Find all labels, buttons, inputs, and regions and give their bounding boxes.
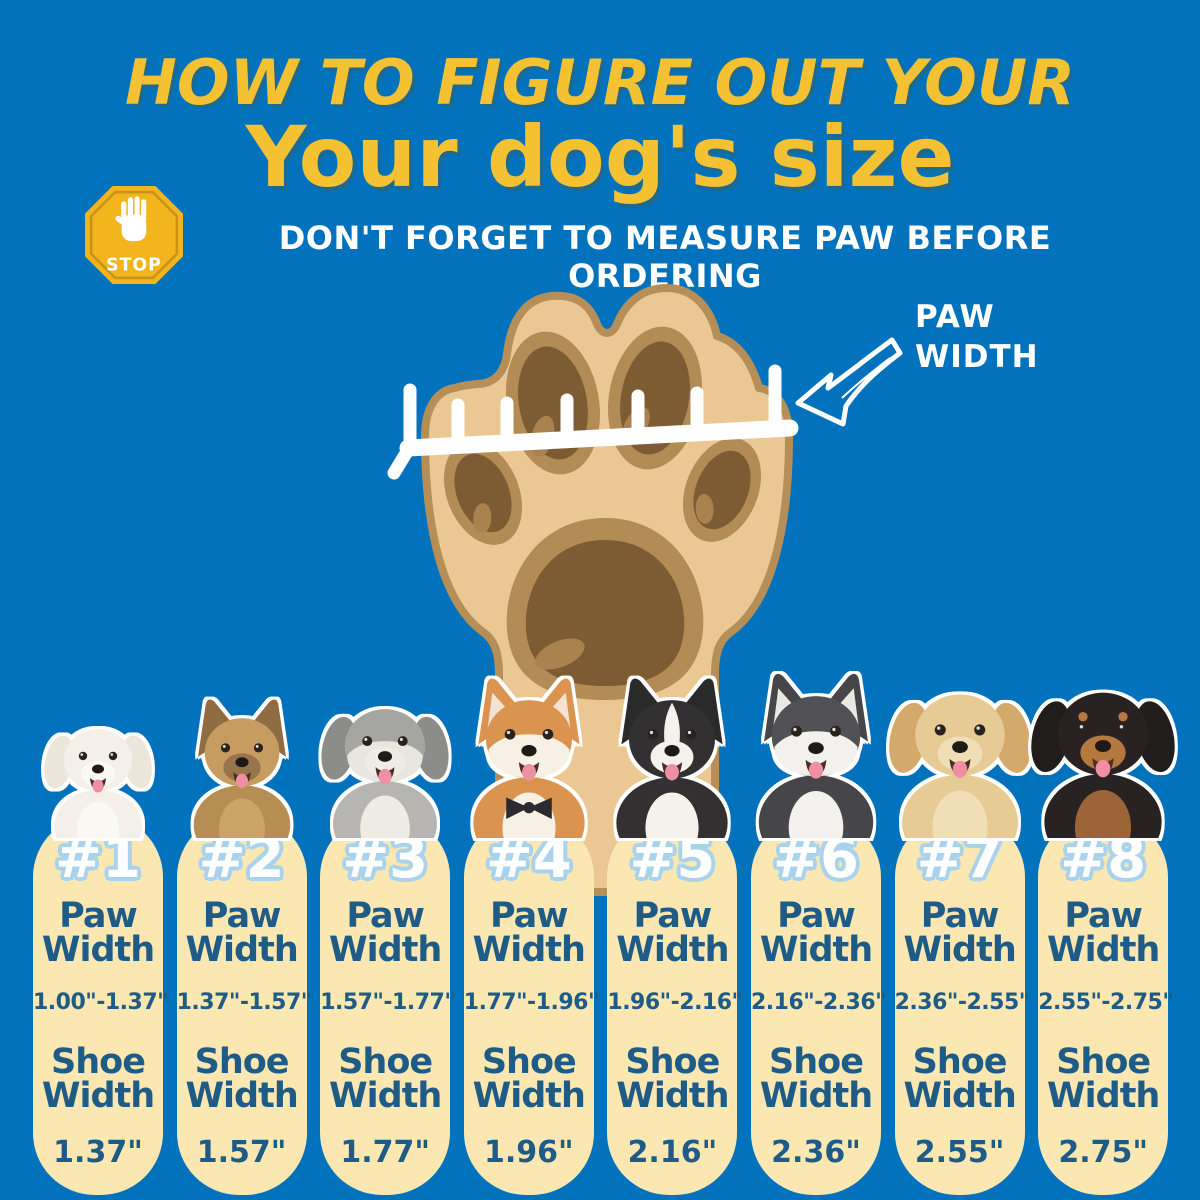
size-card-3: #3 Paw Width 1.57"-1.77" Shoe Width 1.77" <box>320 815 456 1195</box>
shoe-width-label: Shoe Width <box>1047 1041 1160 1116</box>
paw-width-range: 1.37"-1.57" <box>176 989 313 1015</box>
paw-width-callout-line2: WIDTH <box>915 339 1039 376</box>
paw-width-label: Paw Width <box>472 896 586 971</box>
size-card-6: #6 Paw Width 2.16"-2.36" Shoe Width 2.36" <box>751 815 887 1195</box>
dog-photo-bearded-collie <box>314 682 456 867</box>
measuring-ruler <box>387 364 799 480</box>
shoe-width-label: Shoe Width <box>185 1041 298 1116</box>
paw-width-label: Paw Width <box>759 896 873 971</box>
size-card-1: #1 Paw Width 1.00"-1.37" Shoe Width 1.37" <box>33 815 169 1195</box>
dog-photo-golden-retriever <box>881 664 1039 870</box>
stop-label: STOP <box>106 256 162 276</box>
shoe-width-label: Shoe Width <box>41 1041 155 1116</box>
shoe-width-value: 2.36" <box>771 1135 861 1171</box>
size-number: #8 <box>1060 826 1147 891</box>
stop-sign-icon: STOP <box>83 184 185 290</box>
shoe-width-value: 1.37" <box>53 1135 143 1171</box>
paw-width-range: 1.77"-1.96" <box>463 989 600 1015</box>
dog-photo-husky <box>738 666 894 869</box>
shoe-width-label: Shoe Width <box>759 1041 873 1116</box>
dog-photo-border-collie <box>596 671 748 869</box>
shoe-width-value: 2.55" <box>914 1135 1005 1171</box>
paw-width-range: 2.36"-2.55" <box>894 989 1031 1015</box>
size-number: #2 <box>198 826 285 891</box>
shoe-width-value: 2.75" <box>1058 1135 1149 1171</box>
paw-width-callout-line1: PAW <box>915 299 995 335</box>
size-card-8: #8 Paw Width 2.55"-2.75" Shoe Width 2.75" <box>1038 815 1174 1195</box>
shoe-width-value: 1.77" <box>340 1135 431 1171</box>
page-title-line2: Your dog's size <box>245 108 955 206</box>
curved-arrow-icon <box>795 337 903 427</box>
shoe-width-label: Shoe Width <box>616 1041 729 1116</box>
size-card-4: #4 Paw Width 1.77"-1.96" Shoe Width 1.96" <box>463 815 600 1195</box>
hand-icon <box>115 196 147 242</box>
dog-photo-rottweiler <box>1023 662 1183 870</box>
metacarpal-pad <box>506 518 704 700</box>
side-pad <box>682 438 762 542</box>
size-card-5: #5 Paw Width 1.96"-2.16" Shoe Width 2.16" <box>607 815 743 1195</box>
paw-width-label: Paw Width <box>41 896 155 971</box>
paw-width-range: 2.55"-2.75" <box>1038 989 1174 1015</box>
paw-width-range: 1.57"-1.77" <box>320 989 456 1015</box>
size-number: #4 <box>485 826 572 891</box>
size-number: #1 <box>55 826 141 891</box>
shoe-width-value: 2.16" <box>627 1135 718 1171</box>
dog-photo-bichon-frise <box>38 706 158 862</box>
size-number: #7 <box>916 826 1003 891</box>
size-card-2: #2 Paw Width 1.37"-1.57" Shoe Width 1.57" <box>176 815 313 1195</box>
paw-width-label: Paw Width <box>1047 896 1160 971</box>
dog-photo-yorkshire-terrier <box>176 693 308 865</box>
paw-width-label: Paw Width <box>185 896 298 971</box>
paw-width-range: 1.96"-2.16" <box>607 989 743 1015</box>
shoe-width-value: 1.96" <box>483 1135 574 1171</box>
dog-photo-shiba-inu <box>453 671 605 869</box>
paw-width-label: Paw Width <box>616 896 729 971</box>
size-number: #6 <box>773 826 859 891</box>
paw-width-callout: PAW WIDTH <box>915 297 1039 378</box>
size-card-7: #7 Paw Width 2.36"-2.55" Shoe Width 2.55" <box>894 815 1031 1195</box>
shoe-width-label: Shoe Width <box>472 1041 586 1116</box>
paw-width-range: 1.00"-1.37" <box>33 989 169 1015</box>
side-pad <box>443 441 523 545</box>
page-title-line1: HOW TO FIGURE OUT YOUR <box>125 46 1075 119</box>
size-number: #5 <box>629 826 716 891</box>
paw-width-label: Paw Width <box>903 896 1016 971</box>
shoe-width-value: 1.57" <box>196 1135 287 1171</box>
paw-width-range: 2.16"-2.36" <box>751 989 887 1015</box>
paw-width-label: Paw Width <box>329 896 442 971</box>
size-number: #3 <box>342 826 429 891</box>
shoe-width-label: Shoe Width <box>903 1041 1016 1116</box>
shoe-width-label: Shoe Width <box>329 1041 442 1116</box>
